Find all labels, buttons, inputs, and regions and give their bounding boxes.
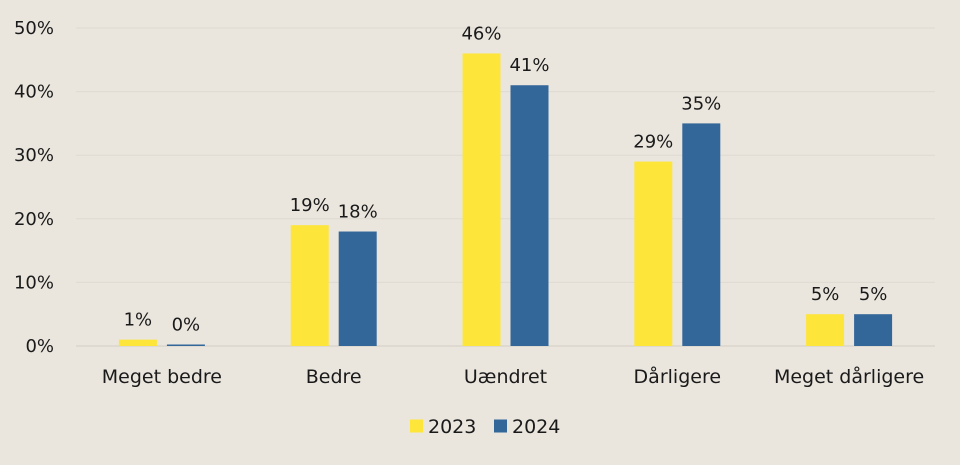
y-tick-label: 30% — [14, 145, 54, 166]
bar-2024-1 — [338, 231, 377, 346]
bar-2023-0 — [118, 339, 157, 346]
bar-2024-0 — [166, 344, 205, 346]
y-axis: 0% 10% 20% 30% 40% 50% — [14, 18, 54, 357]
x-axis: Meget bedre Bedre Uændret Dårligere Meget då… — [102, 365, 924, 388]
data-label: 1% — [124, 310, 153, 331]
data-label: 46% — [461, 23, 501, 44]
x-category-label: Dårligere — [634, 365, 721, 388]
legend-swatch — [410, 419, 423, 433]
bar-2024-4 — [854, 314, 893, 346]
bar-2024-2 — [510, 85, 549, 347]
y-tick-label: 10% — [14, 272, 54, 293]
x-category-label: Bedre — [306, 366, 362, 388]
x-category-label: Uændret — [464, 366, 547, 388]
data-labels: 1% 0% 19% 18% 46% 41% 29% 35% 5% 5% — [124, 23, 888, 335]
data-label: 19% — [290, 195, 330, 216]
bar-2023-1 — [290, 225, 329, 346]
legend-swatch — [494, 419, 507, 433]
gridlines — [76, 27, 935, 347]
y-tick-label: 20% — [14, 209, 54, 230]
legend-label: 2024 — [512, 416, 560, 438]
bar-2023-2 — [462, 53, 501, 346]
y-tick-label: 40% — [14, 82, 54, 103]
data-label: 0% — [172, 315, 201, 336]
bar-2023-4 — [806, 314, 845, 346]
bars — [118, 53, 893, 347]
x-category-label: Meget bedre — [102, 366, 222, 388]
bar-2024-3 — [682, 123, 721, 347]
x-category-label: Meget dårligere — [774, 365, 924, 388]
data-label: 5% — [859, 284, 888, 305]
y-tick-label: 50% — [14, 18, 54, 39]
y-tick-label: 0% — [25, 336, 54, 357]
legend: 2023 2024 — [410, 416, 560, 438]
data-label: 41% — [509, 55, 549, 76]
data-label: 29% — [633, 132, 673, 153]
data-label: 5% — [811, 284, 840, 305]
legend-label: 2023 — [428, 416, 476, 438]
data-label: 18% — [338, 202, 378, 223]
bar-2023-3 — [634, 161, 673, 346]
data-label: 35% — [681, 93, 721, 114]
